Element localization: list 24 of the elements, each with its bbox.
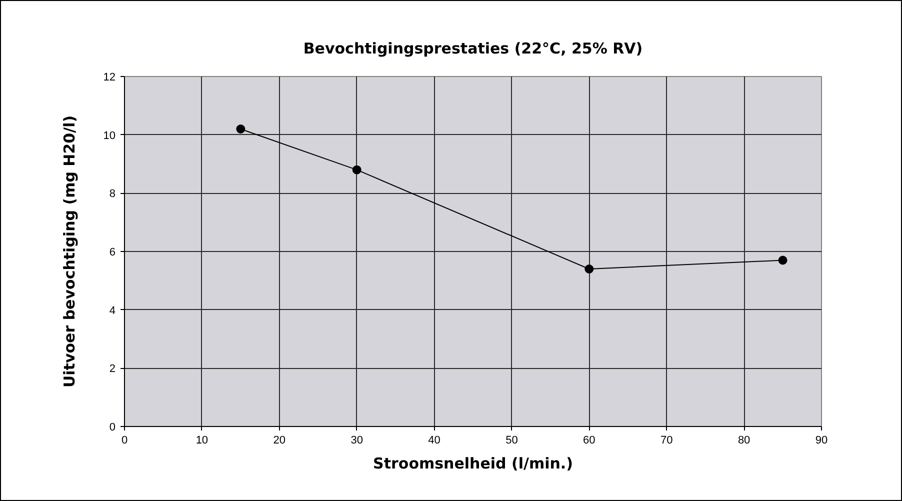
point xyxy=(778,256,788,265)
y-tick-label: 6 xyxy=(109,246,116,258)
y-axis-title: Uitvoer bevochtiging (mg H20/l) xyxy=(60,115,78,388)
point xyxy=(236,124,246,134)
x-tick-label: 0 xyxy=(121,434,128,446)
x-tick-label: 60 xyxy=(583,434,596,446)
chart-title: Bevochtigingsprestaties (22°C, 25% RV) xyxy=(303,40,643,58)
x-tick-label: 90 xyxy=(815,434,828,446)
y-tick-label: 0 xyxy=(109,422,116,434)
y-tick-label: 12 xyxy=(103,72,116,84)
y-tick-label: 10 xyxy=(103,130,116,142)
point xyxy=(584,264,594,274)
x-tick-label: 20 xyxy=(273,434,286,446)
x-axis-title: Stroomsnelheid (l/min.) xyxy=(373,454,573,472)
y-tick-label: 8 xyxy=(109,188,116,200)
point xyxy=(352,165,362,174)
x-tick-label: 30 xyxy=(350,434,363,446)
x-tick-label: 40 xyxy=(428,434,440,446)
x-tick-label: 10 xyxy=(196,434,208,446)
x-tick-label: 70 xyxy=(660,434,673,446)
x-tick-label: 80 xyxy=(738,434,750,446)
y-tick-label: 2 xyxy=(109,363,116,376)
y-tick-label: 4 xyxy=(109,304,116,317)
x-tick-label: 50 xyxy=(506,434,518,446)
